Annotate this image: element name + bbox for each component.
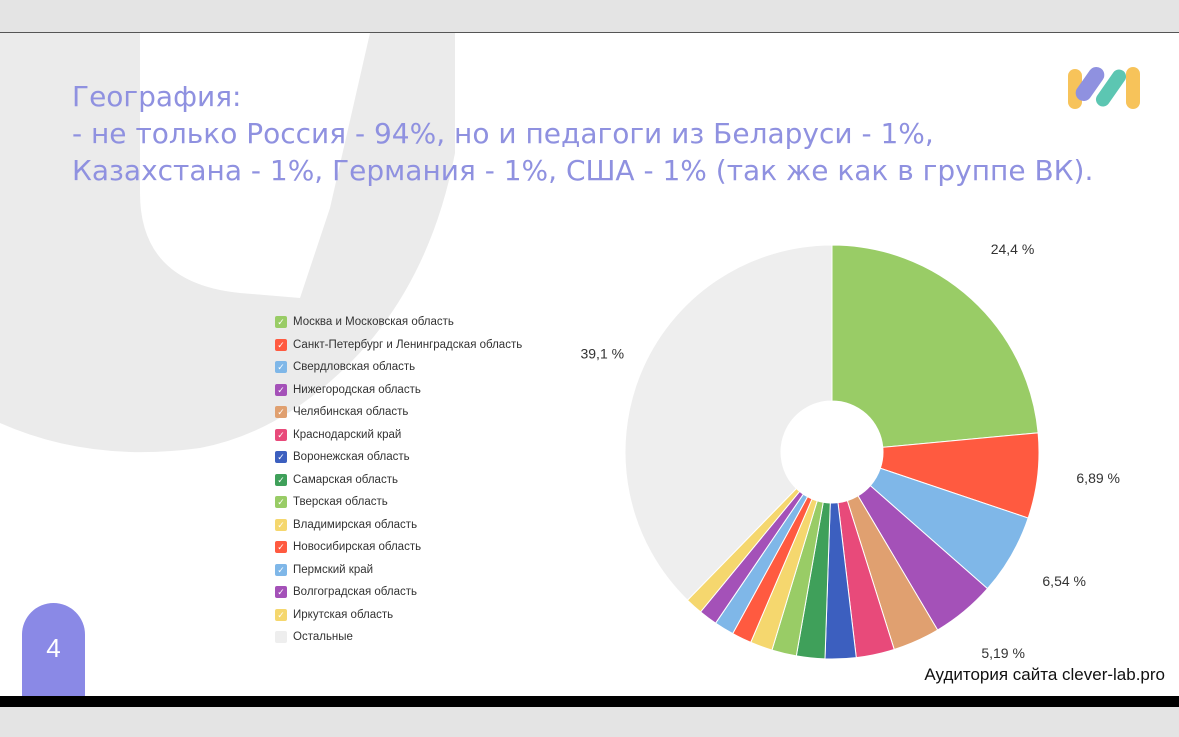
legend-label: Волгоградская область <box>293 586 417 599</box>
legend-label: Москва и Московская область <box>293 316 454 329</box>
legend-item[interactable]: ✓ Свердловская область <box>275 356 522 379</box>
legend-item[interactable]: ✓ Тверская область <box>275 491 522 514</box>
checkbox-checked-icon[interactable]: ✓ <box>275 451 287 464</box>
chart-legend: ✓ Москва и Московская область ✓ Санкт-Петер… <box>275 311 522 649</box>
title-line: - не только Россия - 94%, но и педагоги … <box>72 117 934 150</box>
slide-title: География: - не только Россия - 94%, но … <box>72 78 1094 189</box>
slide: География: - не только Россия - 94%, но … <box>0 32 1179 697</box>
background-decoration <box>0 33 455 453</box>
legend-item[interactable]: ✓ Владимирская область <box>275 514 522 537</box>
legend-item[interactable]: ✓ Москва и Московская область <box>275 311 522 334</box>
slice-data-label: 24,4 % <box>991 241 1035 257</box>
checkbox-checked-icon[interactable]: ✓ <box>275 428 287 441</box>
legend-label: Краснодарский край <box>293 428 402 441</box>
logo-icon <box>1068 66 1140 109</box>
legend-label: Новосибирская область <box>293 541 422 554</box>
legend-item[interactable]: Остальные <box>275 626 522 649</box>
legend-label: Санкт-Петербург и Ленинградская область <box>293 338 523 351</box>
legend-item[interactable]: ✓ Пермский край <box>275 559 522 582</box>
legend-label: Челябинская область <box>293 406 409 419</box>
page-number: 4 <box>46 633 61 663</box>
checkbox-checked-icon[interactable]: ✓ <box>275 338 287 351</box>
source-caption: Аудитория сайта clever-lab.pro <box>924 665 1165 684</box>
legend-label: Пермский край <box>293 563 374 576</box>
legend-label: Иркутская область <box>293 608 394 621</box>
pie-chart: 24,4 % 6,89 % 6,54 % 5,19 % 39,1 % <box>580 241 1120 661</box>
checkbox-checked-icon[interactable]: ✓ <box>275 316 287 329</box>
legend-item[interactable]: ✓ Краснодарский край <box>275 424 522 447</box>
title-line: Казахстана - 1%, Германия - 1%, США - 1%… <box>72 154 1094 187</box>
legend-item[interactable]: ✓ Санкт-Петербург и Ленинградская область <box>275 334 522 357</box>
checkbox-checked-icon[interactable]: ✓ <box>275 518 287 531</box>
legend-item[interactable]: ✓ Самарская область <box>275 469 522 492</box>
page-number-badge: 4 <box>22 603 85 697</box>
legend-item[interactable]: ✓ Челябинская область <box>275 401 522 424</box>
legend-item[interactable]: ✓ Нижегородская область <box>275 379 522 402</box>
checkbox-icon[interactable] <box>275 631 287 644</box>
legend-label: Свердловская область <box>293 361 416 374</box>
legend-label: Владимирская область <box>293 518 418 531</box>
bottom-bar <box>0 696 1179 707</box>
legend-item[interactable]: ✓ Иркутская область <box>275 604 522 627</box>
legend-item[interactable]: ✓ Новосибирская область <box>275 536 522 559</box>
checkbox-checked-icon[interactable]: ✓ <box>275 361 287 374</box>
legend-label: Нижегородская область <box>293 383 421 396</box>
checkbox-checked-icon[interactable]: ✓ <box>275 406 287 419</box>
legend-item[interactable]: ✓ Волгоградская область <box>275 581 522 604</box>
checkbox-checked-icon[interactable]: ✓ <box>275 473 287 486</box>
legend-item[interactable]: ✓ Воронежская область <box>275 446 522 469</box>
legend-label: Остальные <box>293 631 353 644</box>
checkbox-checked-icon[interactable]: ✓ <box>275 496 287 509</box>
title-line: География: <box>72 80 242 113</box>
checkbox-checked-icon[interactable]: ✓ <box>275 383 287 396</box>
slice-data-label: 6,54 % <box>1042 573 1086 589</box>
pie-slice[interactable] <box>831 244 1039 448</box>
slice-data-label: 6,89 % <box>1076 470 1120 486</box>
checkbox-checked-icon[interactable]: ✓ <box>275 563 287 576</box>
slice-data-label: 39,1 % <box>580 346 624 362</box>
legend-label: Тверская область <box>293 496 388 509</box>
checkbox-checked-icon[interactable]: ✓ <box>275 541 287 554</box>
legend-label: Самарская область <box>293 473 398 486</box>
slice-data-label: 5,19 % <box>981 645 1025 661</box>
checkbox-checked-icon[interactable]: ✓ <box>275 586 287 599</box>
checkbox-checked-icon[interactable]: ✓ <box>275 608 287 621</box>
pie-slice[interactable] <box>624 244 833 601</box>
legend-label: Воронежская область <box>293 451 410 464</box>
